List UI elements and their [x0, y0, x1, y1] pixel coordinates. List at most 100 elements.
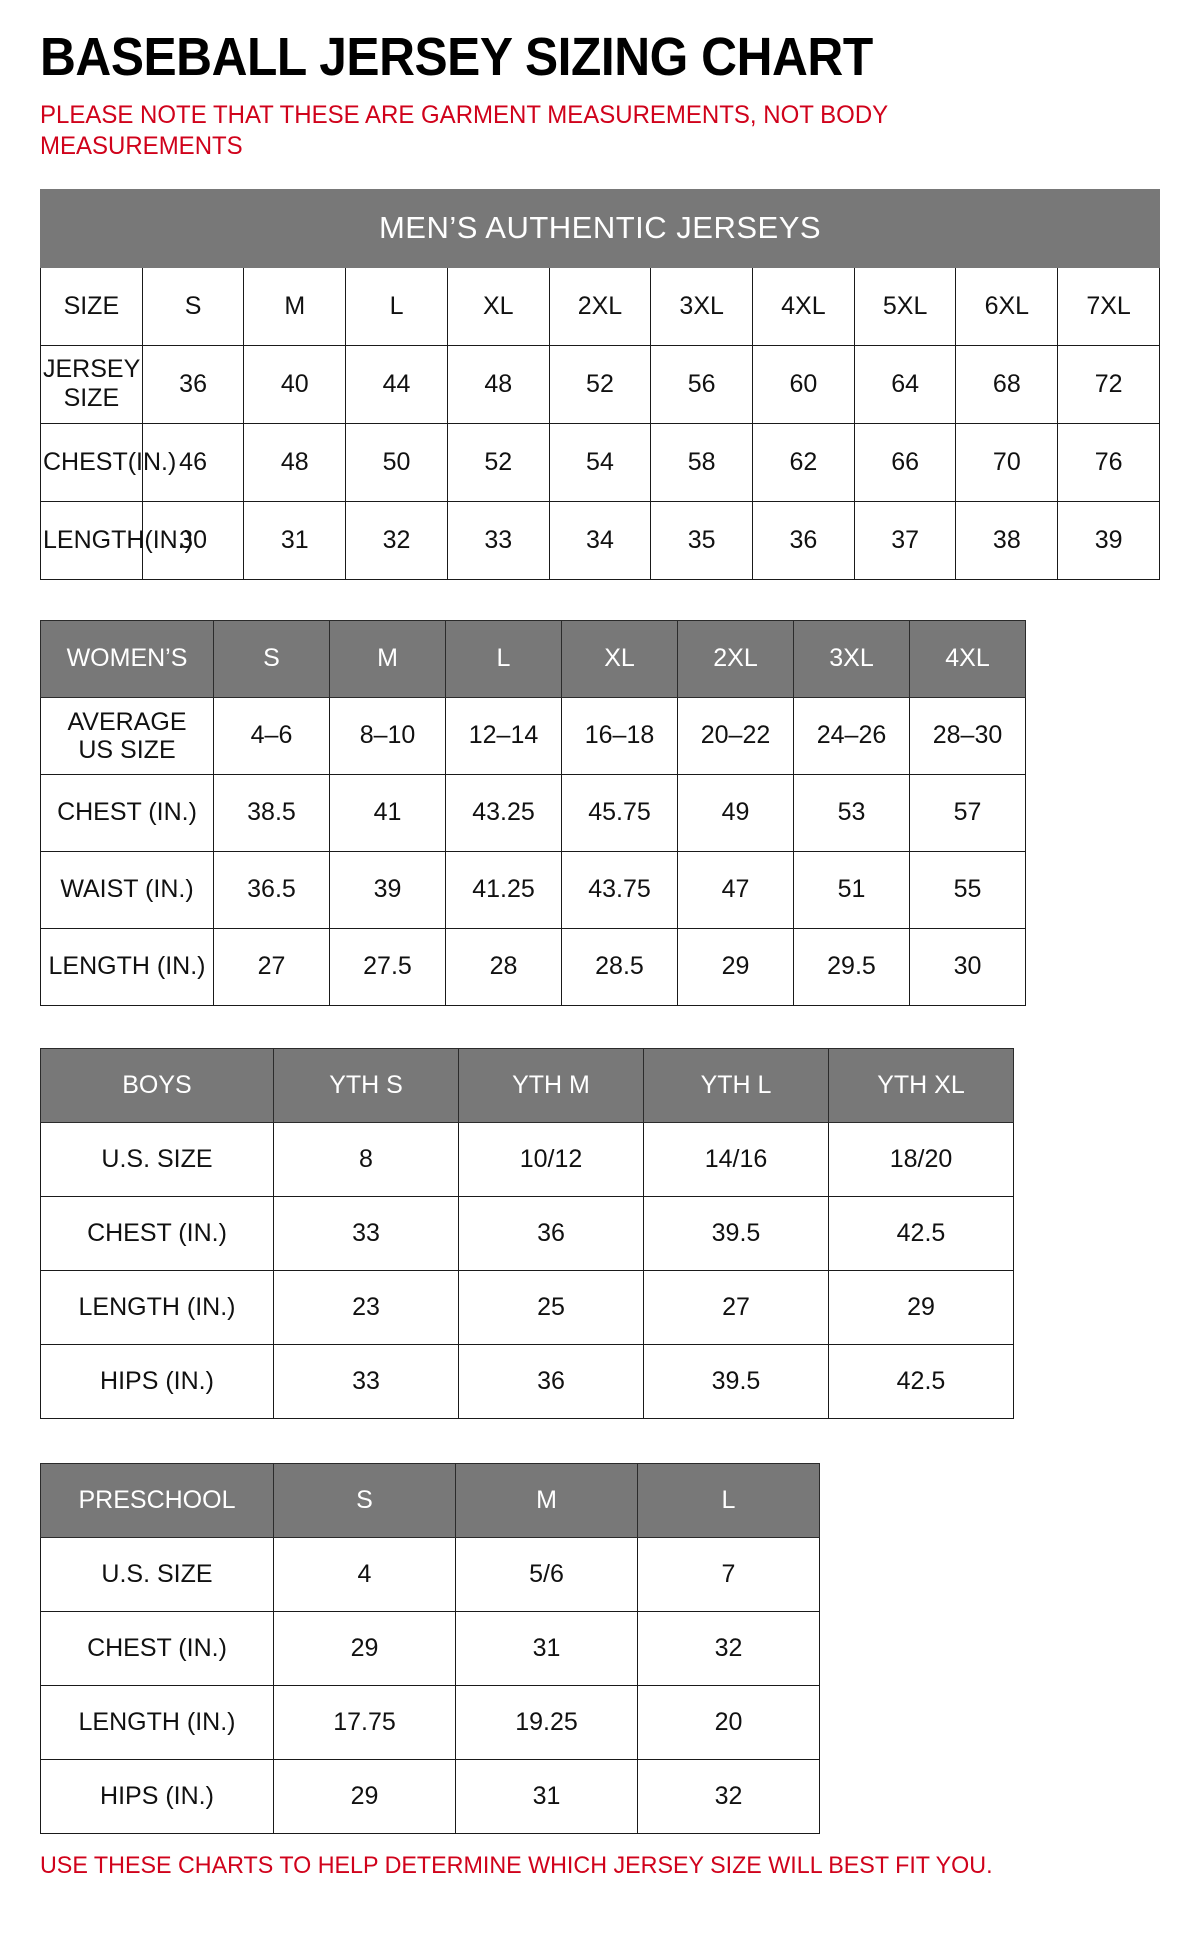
table-cell: 51	[793, 850, 910, 929]
table-cell: 45.75	[561, 773, 678, 852]
table-row: CHEST(IN.) 46 48 50 52 54 58 62 66 70 76	[40, 422, 1160, 502]
table-cell: 27	[213, 927, 330, 1006]
table-cell: 28–30	[909, 696, 1026, 775]
column-header-size: SIZE	[40, 266, 143, 346]
table-cell: 27	[643, 1269, 829, 1345]
row-label: LENGTH (IN.)	[40, 1684, 274, 1760]
table-cell: 41	[329, 773, 446, 852]
column-header-boys: BOYS	[40, 1047, 274, 1123]
table-cell: 32	[637, 1610, 820, 1686]
column-header-2xl: 2XL	[677, 619, 794, 698]
table-cell: 31	[455, 1610, 638, 1686]
table-cell: 56	[650, 344, 754, 424]
table-cell: 17.75	[273, 1684, 456, 1760]
table-cell: 43.75	[561, 850, 678, 929]
table-cell: 28	[445, 927, 562, 1006]
row-label: HIPS (IN.)	[40, 1343, 274, 1419]
table-cell: 8–10	[329, 696, 446, 775]
table-cell: 29	[677, 927, 794, 1006]
table-cell: 66	[853, 422, 957, 502]
table-cell: 48	[446, 344, 550, 424]
table-row: LENGTH (IN.) 27 27.5 28 28.5 29 29.5 30	[40, 927, 1026, 1006]
table-header-row: PRESCHOOL S M L	[40, 1462, 820, 1538]
table-cell: 49	[677, 773, 794, 852]
table-row: U.S. SIZE 8 10/12 14/16 18/20	[40, 1121, 1014, 1197]
footer-note: USE THESE CHARTS TO HELP DETERMINE WHICH…	[40, 1851, 993, 1879]
table-cell: 35	[650, 500, 754, 580]
table-row: U.S. SIZE 4 5/6 7	[40, 1536, 820, 1612]
table-row: LENGTH (IN.) 17.75 19.25 20	[40, 1684, 820, 1760]
table-cell: 44	[345, 344, 448, 424]
table-cell: 28.5	[561, 927, 678, 1006]
table-cell: 29	[828, 1269, 1014, 1345]
table-cell: 40	[243, 344, 347, 424]
table-cell: 14/16	[643, 1121, 829, 1197]
table-cell: 29	[273, 1758, 456, 1834]
table-row: LENGTH(IN.) 30 31 32 33 34 35 36 37 38 3…	[40, 500, 1160, 580]
table-cell: 27.5	[329, 927, 446, 1006]
column-header-3xl: 3XL	[793, 619, 910, 698]
table-cell: 36	[141, 344, 245, 424]
column-header-3xl: 3XL	[650, 266, 754, 346]
table-cell: 76	[1057, 422, 1160, 502]
table-header-row: WOMEN’S S M L XL 2XL 3XL 4XL	[40, 619, 1026, 698]
table-cell: 31	[243, 500, 347, 580]
row-label: LENGTH (IN.)	[40, 1269, 274, 1345]
table-cell: 72	[1057, 344, 1160, 424]
table-row: HIPS (IN.) 29 31 32	[40, 1758, 820, 1834]
table-cell: 24–26	[793, 696, 910, 775]
row-label: JERSEY SIZE	[40, 344, 143, 424]
table-cell: 32	[345, 500, 448, 580]
table-cell: 16–18	[561, 696, 678, 775]
row-label: CHEST (IN.)	[40, 1195, 274, 1271]
row-label: CHEST (IN.)	[40, 773, 214, 852]
table-cell: 55	[909, 850, 1026, 929]
womens-sizing-table: WOMEN’S S M L XL 2XL 3XL 4XL AVERAGE US S…	[40, 619, 1026, 1006]
table-row: JERSEY SIZE 36 40 44 48 52 56 60 64 68 7…	[40, 344, 1160, 424]
column-header-5xl: 5XL	[853, 266, 957, 346]
column-header-preschool: PRESCHOOL	[40, 1462, 274, 1538]
column-header-7xl: 7XL	[1057, 266, 1160, 346]
column-header-6xl: 6XL	[955, 266, 1059, 346]
row-label-line-1: AVERAGE	[67, 707, 187, 736]
table-cell: 33	[446, 500, 550, 580]
table-cell: 29.5	[793, 927, 910, 1006]
table-cell: 41.25	[445, 850, 562, 929]
column-header-l: L	[637, 1462, 820, 1538]
table-row: AVERAGE US SIZE 4–6 8–10 12–14 16–18 20–2…	[40, 696, 1026, 775]
row-label: CHEST(IN.)	[40, 422, 176, 502]
table-cell: 70	[955, 422, 1059, 502]
table-row: LENGTH (IN.) 23 25 27 29	[40, 1269, 1014, 1345]
column-header-xl: XL	[446, 266, 550, 346]
table-row: CHEST (IN.) 29 31 32	[40, 1610, 820, 1686]
row-label: CHEST (IN.)	[40, 1610, 274, 1686]
table-cell: 53	[793, 773, 910, 852]
table-cell: 38.5	[213, 773, 330, 852]
table-cell: 4–6	[213, 696, 330, 775]
table-cell: 20	[637, 1684, 820, 1760]
table-cell: 8	[273, 1121, 459, 1197]
garment-measurement-note: PLEASE NOTE THAT THESE ARE GARMENT MEASU…	[40, 101, 888, 161]
table-cell: 57	[909, 773, 1026, 852]
table-cell: 25	[458, 1269, 644, 1345]
table-cell: 42.5	[828, 1195, 1014, 1271]
table-cell: 4	[273, 1536, 456, 1612]
page-title: BASEBALL JERSEY SIZING CHART	[40, 27, 873, 87]
mens-banner-label: MEN’S AUTHENTIC JERSEYS	[40, 188, 1160, 268]
table-cell: 36	[458, 1343, 644, 1419]
row-label: LENGTH(IN.)	[40, 500, 193, 580]
table-cell: 19.25	[455, 1684, 638, 1760]
table-cell: 37	[853, 500, 957, 580]
column-header-s: S	[141, 266, 245, 346]
table-cell: 43.25	[445, 773, 562, 852]
table-cell: 10/12	[458, 1121, 644, 1197]
column-header-yth-s: YTH S	[273, 1047, 459, 1123]
table-cell: 29	[273, 1610, 456, 1686]
table-cell: 64	[853, 344, 957, 424]
column-header-yth-m: YTH M	[458, 1047, 644, 1123]
table-cell: 47	[677, 850, 794, 929]
row-label: LENGTH (IN.)	[40, 927, 214, 1006]
table-cell: 33	[273, 1195, 459, 1271]
row-label: U.S. SIZE	[40, 1121, 274, 1197]
